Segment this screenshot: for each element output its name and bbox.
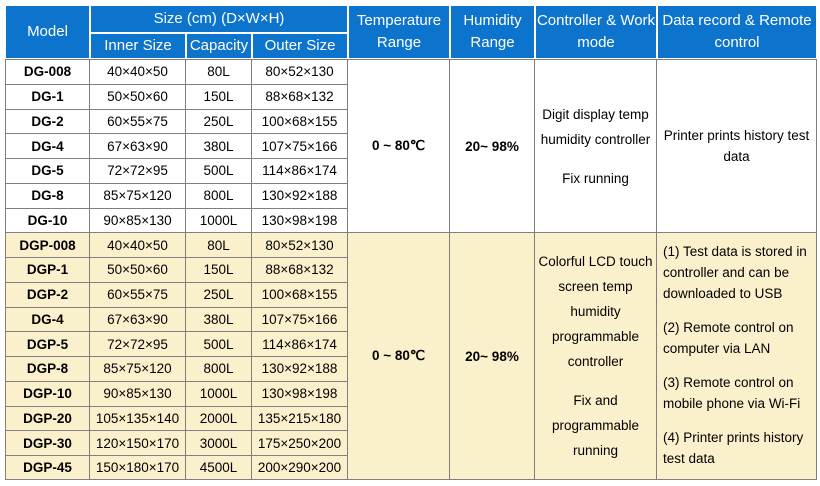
outer-size-cell: 200×290×200 [252,455,348,480]
capacity-cell: 2000L [186,405,252,431]
capacity-cell: 380L [186,133,252,158]
capacity-cell: 500L [186,331,252,356]
capacity-cell: 800L [186,356,252,381]
capacity-cell: 150L [186,83,252,109]
outer-size-cell: 100×68×155 [252,108,348,134]
controller-work-mode-cell: Digit display temp humidity controller Fi… [535,59,657,233]
text-line: Fix running [562,170,629,186]
header-capacity: Capacity [186,33,252,59]
text-line: Colorful LCD touch screen temp humidity … [538,254,653,369]
outer-size-cell: 130×98×198 [252,207,348,233]
inner-size-cell: 72×72×95 [90,331,186,356]
capacity-cell: 250L [186,281,252,307]
header-size-group: Size (cm) (D×W×H) [90,5,348,33]
inner-size-cell: 90×85×130 [90,207,186,233]
temperature-range-cell: 0 ~ 80℃ [348,59,450,233]
header-humidity-range: Humidity Range [450,5,535,59]
model-cell: DGP-5 [5,331,90,356]
model-cell: DGP-1 [5,257,90,282]
capacity-cell: 800L [186,182,252,208]
inner-size-cell: 90×85×130 [90,380,186,406]
model-cell: DG-1 [5,83,90,109]
inner-size-cell: 50×50×60 [90,257,186,282]
humidity-range-cell: 20~ 98% [450,59,535,233]
model-cell: DG-8 [5,182,90,208]
capacity-cell: 1000L [186,207,252,233]
capacity-cell: 80L [186,59,252,84]
model-cell: DGP-20 [5,405,90,431]
text-line: Printer prints history test data [663,128,810,165]
model-cell: DGP-10 [5,380,90,406]
outer-size-cell: 130×92×188 [252,356,348,381]
model-cell: DG-008 [5,59,90,84]
text-line: (3) Remote control on mobile phone via W… [663,375,801,412]
inner-size-cell: 60×55×75 [90,281,186,307]
outer-size-cell: 80×52×130 [252,59,348,84]
capacity-cell: 500L [186,158,252,183]
outer-size-cell: 107×75×166 [252,306,348,332]
data-record-cell: (1) Test data is stored in controller an… [657,232,817,480]
outer-size-cell: 114×86×174 [252,331,348,356]
outer-size-cell: 107×75×166 [252,133,348,158]
inner-size-cell: 67×63×90 [90,133,186,158]
text-line: (2) Remote control on computer via LAN [663,320,794,357]
spec-table: Model Size (cm) (D×W×H) Inner Size Capac… [5,5,817,480]
inner-size-cell: 50×50×60 [90,83,186,109]
capacity-cell: 380L [186,306,252,332]
humidity-range-cell: 20~ 98% [450,232,535,480]
header-data-record-remote: Data record & Remote control [657,5,817,59]
text-line: (1) Test data is stored in controller an… [663,244,807,302]
capacity-cell: 250L [186,108,252,134]
model-cell: DGP-45 [5,455,90,480]
inner-size-cell: 67×63×90 [90,306,186,332]
outer-size-cell: 175×250×200 [252,430,348,455]
inner-size-cell: 150×180×170 [90,455,186,480]
inner-size-cell: 72×72×95 [90,158,186,183]
capacity-cell: 150L [186,257,252,282]
inner-size-cell: 40×40×50 [90,232,186,257]
outer-size-cell: 80×52×130 [252,232,348,257]
model-cell: DGP-008 [5,232,90,257]
model-cell: DG-10 [5,207,90,233]
header-outer-size: Outer Size [252,33,348,59]
capacity-cell: 1000L [186,380,252,406]
outer-size-cell: 114×86×174 [252,158,348,183]
model-cell: DGP-30 [5,430,90,455]
header-controller-work-mode: Controller & Work mode [535,5,657,59]
header-temperature-range: Temperature Range [348,5,450,59]
controller-work-mode-cell: Colorful LCD touch screen temp humidity … [535,232,657,480]
outer-size-cell: 88×68×132 [252,257,348,282]
capacity-cell: 4500L [186,455,252,480]
model-cell: DG-2 [5,108,90,134]
model-cell: DGP-2 [5,281,90,307]
text-line: Digit display temp humidity controller [540,106,651,147]
text-line: Fix and programmable running [551,393,640,458]
model-cell: DGP-8 [5,356,90,381]
outer-size-cell: 130×92×188 [252,182,348,208]
inner-size-cell: 120×150×170 [90,430,186,455]
outer-size-cell: 130×98×198 [252,380,348,406]
inner-size-cell: 40×40×50 [90,59,186,84]
outer-size-cell: 88×68×132 [252,83,348,109]
inner-size-cell: 85×75×120 [90,356,186,381]
header-model: Model [5,5,90,59]
model-cell: DG-5 [5,158,90,183]
text-line: (4) Printer prints history test data [663,430,804,467]
inner-size-cell: 105×135×140 [90,405,186,431]
capacity-cell: 3000L [186,430,252,455]
inner-size-cell: 60×55×75 [90,108,186,134]
model-cell: DG-4 [5,306,90,332]
outer-size-cell: 100×68×155 [252,281,348,307]
header-inner-size: Inner Size [90,33,186,59]
data-record-cell: Printer prints history test data [657,59,817,233]
temperature-range-cell: 0 ~ 80℃ [348,232,450,480]
capacity-cell: 80L [186,232,252,257]
model-cell: DG-4 [5,133,90,158]
outer-size-cell: 135×215×180 [252,405,348,431]
inner-size-cell: 85×75×120 [90,182,186,208]
